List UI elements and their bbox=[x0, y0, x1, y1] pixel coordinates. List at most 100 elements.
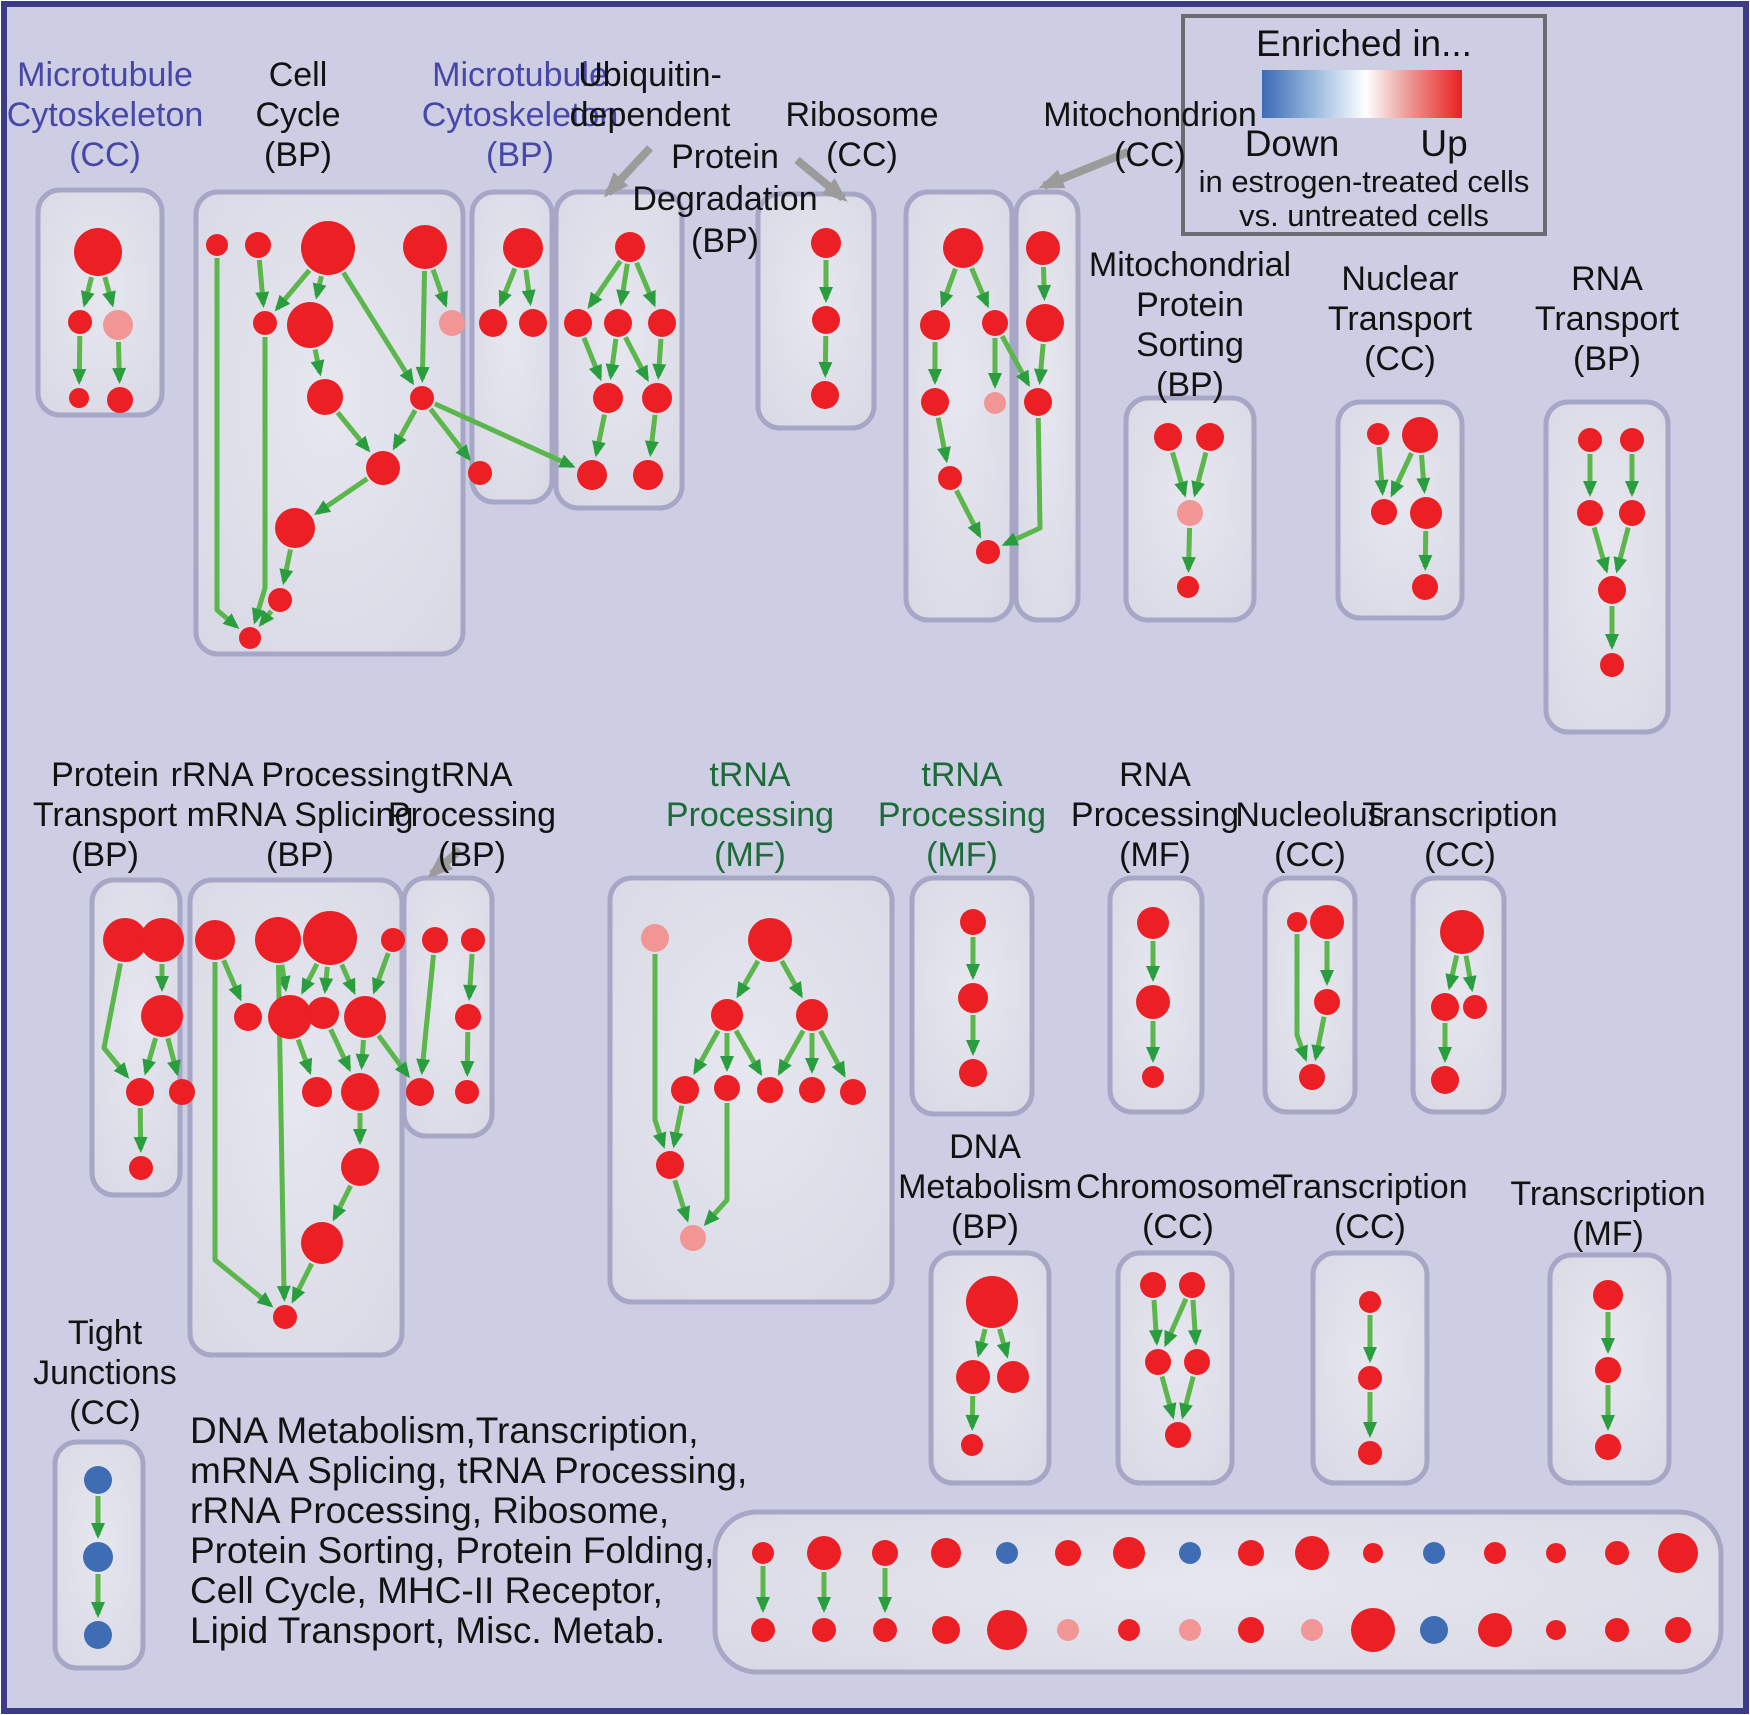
cluster-label-mitochondrial-protein-sorting-bp: Mitochondrial Protein Sorting (BP) bbox=[1089, 246, 1291, 404]
edge-arrow bbox=[312, 275, 327, 300]
edge-arrow bbox=[1294, 934, 1308, 1062]
edge-arrow bbox=[521, 269, 536, 307]
legend-title: Enriched in... bbox=[1256, 23, 1472, 64]
go-term-node bbox=[1295, 1536, 1329, 1570]
edge-arrow bbox=[779, 959, 803, 999]
edge-arrow bbox=[212, 962, 274, 1308]
edge-arrow bbox=[1374, 446, 1389, 497]
edge-arrow bbox=[1187, 1299, 1202, 1347]
cross-edge-arrow bbox=[1001, 417, 1043, 547]
go-term-node bbox=[1619, 500, 1645, 526]
edge-arrow bbox=[221, 959, 243, 1002]
go-term-node bbox=[1410, 497, 1442, 529]
go-term-node bbox=[1358, 1366, 1382, 1390]
edge-arrow bbox=[392, 409, 418, 451]
go-term-node bbox=[958, 983, 988, 1013]
edge-arrow bbox=[736, 959, 761, 999]
go-term-node bbox=[1440, 910, 1484, 954]
go-term-node bbox=[648, 309, 676, 337]
go-term-node bbox=[268, 995, 312, 1039]
edge-arrow bbox=[703, 1103, 730, 1227]
edge-arrow bbox=[112, 341, 127, 385]
go-term-node bbox=[1595, 1434, 1621, 1460]
go-term-node bbox=[984, 392, 1006, 414]
go-term-node bbox=[593, 383, 623, 413]
cross-edge-arrow bbox=[433, 401, 576, 469]
go-term-node bbox=[83, 1542, 113, 1572]
go-term-node bbox=[872, 1540, 898, 1566]
go-term-node bbox=[1026, 231, 1060, 265]
go-term-node bbox=[1605, 1541, 1629, 1565]
edge-arrow bbox=[935, 417, 951, 464]
edge-arrow bbox=[733, 1029, 763, 1077]
edge-arrow bbox=[1591, 526, 1610, 574]
go-term-node bbox=[1165, 1422, 1191, 1448]
go-term-node bbox=[307, 379, 343, 415]
go-term-node bbox=[239, 627, 261, 649]
go-term-node bbox=[920, 310, 950, 340]
edge-arrow bbox=[581, 336, 603, 382]
go-term-node bbox=[943, 228, 983, 268]
go-term-node bbox=[366, 451, 400, 485]
go-term-node bbox=[680, 1225, 706, 1251]
go-term-node bbox=[126, 1078, 154, 1106]
cluster-label-nucleolus-cc: Nucleolus (CC) bbox=[1235, 796, 1384, 874]
edge-arrow bbox=[592, 414, 607, 458]
go-term-node bbox=[74, 228, 122, 276]
edge-arrow bbox=[605, 338, 620, 381]
edge-arrow bbox=[460, 1031, 475, 1078]
edge-arrow bbox=[291, 1262, 314, 1304]
go-term-node bbox=[141, 995, 183, 1037]
go-term-node bbox=[938, 466, 962, 490]
go-term-node bbox=[1665, 1617, 1691, 1643]
legend-subtitle-1: in estrogen-treated cells bbox=[1199, 164, 1530, 199]
go-term-node bbox=[381, 928, 405, 952]
edge-arrow bbox=[1159, 1375, 1177, 1420]
cross-edge-arrow bbox=[999, 334, 1031, 388]
go-term-node bbox=[273, 1305, 297, 1329]
cluster-label-tight-junctions-cc: Tight Junctions (CC) bbox=[33, 1314, 177, 1432]
go-term-node bbox=[812, 306, 840, 334]
cluster-label-trna-processing-bp: tRNA Processing (BP) bbox=[388, 756, 556, 874]
cluster-label-rna-processing-mf: RNA Processing (MF) bbox=[1071, 756, 1239, 874]
go-term-node bbox=[807, 1536, 841, 1570]
edge-arrow bbox=[279, 549, 294, 586]
edge-arrow bbox=[430, 268, 448, 308]
cluster-label-cell-cycle-bp: Cell Cycle (BP) bbox=[255, 56, 340, 174]
go-term-node bbox=[69, 388, 89, 408]
go-term-node bbox=[1118, 1619, 1140, 1641]
edge-arrow bbox=[1170, 451, 1188, 498]
edge-arrow bbox=[616, 263, 631, 307]
go-term-node bbox=[997, 1361, 1029, 1393]
go-term-node bbox=[344, 996, 386, 1038]
cluster-label-ribosome-cc: Ribosome (CC) bbox=[785, 96, 938, 174]
edge-arrow bbox=[80, 276, 95, 308]
go-term-node bbox=[1310, 905, 1344, 939]
go-term-node bbox=[301, 221, 355, 275]
edge-arrow bbox=[975, 1328, 989, 1358]
edge-arrow bbox=[102, 276, 116, 308]
edge-arrow bbox=[463, 953, 478, 1002]
go-term-node bbox=[302, 1077, 332, 1107]
go-term-node bbox=[301, 1222, 343, 1264]
edge-arrow bbox=[319, 966, 334, 995]
edge-arrow bbox=[818, 335, 833, 379]
go-term-node bbox=[503, 228, 543, 268]
edge-arrow bbox=[415, 270, 430, 384]
edge-arrow bbox=[954, 489, 982, 539]
go-term-node bbox=[195, 920, 235, 960]
label-pointer-arrow bbox=[1038, 148, 1130, 190]
edge-arrow bbox=[372, 952, 391, 995]
go-term-node bbox=[1578, 428, 1602, 452]
edge-arrow bbox=[341, 271, 415, 386]
go-term-node bbox=[1179, 1619, 1201, 1641]
go-term-node bbox=[1026, 304, 1064, 342]
edge-arrow bbox=[275, 964, 291, 1303]
go-term-node bbox=[1546, 1620, 1566, 1640]
go-term-node bbox=[169, 1079, 195, 1105]
go-term-node bbox=[799, 1077, 825, 1103]
go-term-node bbox=[455, 1004, 481, 1030]
go-term-node bbox=[287, 302, 333, 348]
go-term-node bbox=[255, 917, 301, 963]
cluster-label-trna-processing-mf-1: tRNA Processing (MF) bbox=[666, 756, 834, 874]
